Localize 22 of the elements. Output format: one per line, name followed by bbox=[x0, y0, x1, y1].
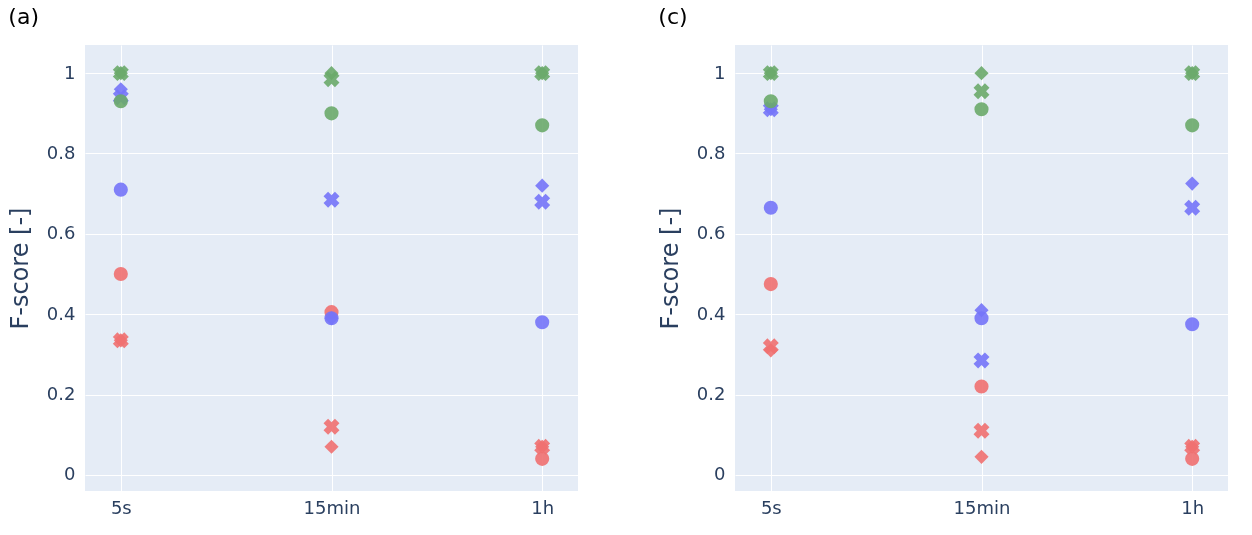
y-axis-title: F-score [-] bbox=[5, 207, 34, 330]
y-tick-label: 0.8 bbox=[696, 141, 726, 163]
y-tick-label: 0 bbox=[64, 463, 76, 485]
y-tick-label: 0.6 bbox=[46, 222, 76, 244]
x-tick-label: 15min bbox=[953, 496, 1011, 518]
chart-title: (c) bbox=[658, 4, 688, 29]
y-tick-label: 0.4 bbox=[696, 302, 726, 324]
y-tick-label: 1 bbox=[714, 61, 726, 83]
y-tick-label: 0.4 bbox=[46, 302, 76, 324]
y-tick-label: 0.2 bbox=[696, 383, 726, 405]
y-tick-label: 0 bbox=[714, 463, 726, 485]
y-axis-title: F-score [-] bbox=[655, 207, 684, 330]
x-tick-label: 1h bbox=[1181, 496, 1205, 518]
x-tick-label: 1h bbox=[531, 496, 555, 518]
chart-title: (a) bbox=[8, 4, 40, 29]
x-tick-label: 5s bbox=[110, 496, 132, 518]
y-tick-label: 0.2 bbox=[46, 383, 76, 405]
y-tick-label: 0.6 bbox=[696, 222, 726, 244]
x-tick-label: 5s bbox=[760, 496, 782, 518]
y-tick-label: 0.8 bbox=[46, 141, 76, 163]
x-tick-label: 15min bbox=[303, 496, 361, 518]
y-tick-label: 1 bbox=[64, 61, 76, 83]
